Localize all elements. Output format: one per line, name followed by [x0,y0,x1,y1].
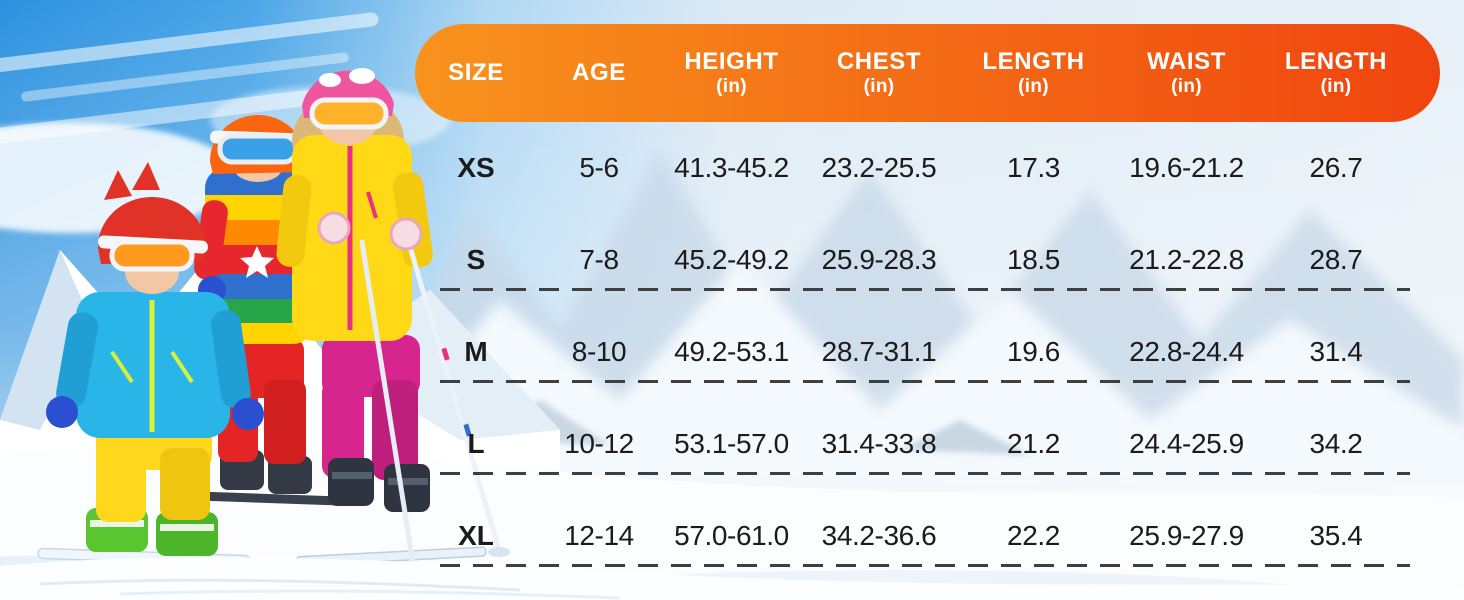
table-row-xs: XS 5-6 41.3-45.2 23.2-25.5 17.3 19.6-21.… [415,122,1440,214]
cell-length: 22.2 [1007,520,1060,551]
row-divider [440,564,1410,567]
cell-age: 8-10 [571,336,627,367]
mitten [232,398,264,430]
cell-size: M [464,336,488,367]
cell-length: 18.5 [1007,244,1060,275]
ski-goggles [217,133,299,165]
ski-pole [359,239,419,585]
cell-length: 21.2 [1007,428,1060,459]
header-cell-waist: WAIST (in) [1147,47,1226,98]
cell-length: 19.6 [1007,336,1060,367]
cell-chest: 31.4-33.8 [821,428,937,459]
cell-length2: 35.4 [1309,520,1363,551]
cell-height: 57.0-61.0 [674,520,789,551]
cell-waist: 24.4-25.9 [1129,428,1244,459]
size-chart: SIZE AGE HEIGHT (in) CHEST (in) LENGTH (in)… [415,24,1440,582]
ski-goggles [109,239,195,272]
size-chart-body: XS 5-6 41.3-45.2 23.2-25.5 17.3 19.6-21.… [415,122,1440,582]
cell-size: S [466,244,486,275]
row-divider [440,472,1410,475]
glove [389,217,423,251]
cell-age: 5-6 [579,152,619,183]
mitten [46,396,78,428]
table-row-s: S 7-8 45.2-49.2 25.9-28.3 18.5 21.2-22.8… [415,214,1440,306]
row-divider [440,380,1410,383]
cell-chest: 23.2-25.5 [821,152,937,183]
header-cell-height: HEIGHT (in) [684,47,779,98]
cell-size: XL [458,520,494,551]
header-cell-size: SIZE [448,59,504,87]
ski-pole [405,237,503,556]
cell-height: 49.2-53.1 [674,336,789,367]
header-cell-length2: LENGTH (in) [1284,47,1388,98]
table-row-l: L 10-12 53.1-57.0 31.4-33.8 21.2 24.4-25… [415,398,1440,490]
header-cell-age: AGE [572,59,626,87]
cell-size: XS [457,152,495,183]
cell-height: 53.1-57.0 [674,428,789,459]
cell-waist: 25.9-27.9 [1129,520,1244,551]
cell-chest: 25.9-28.3 [821,244,937,275]
cell-length2: 34.2 [1309,428,1363,459]
star-patch [240,246,274,278]
table-row-xl: XL 12-14 57.0-61.0 34.2-36.6 22.2 25.9-2… [415,490,1440,582]
header-cell-chest: CHEST (in) [836,47,922,98]
cell-length2: 31.4 [1309,336,1363,367]
glove [317,211,351,245]
pole-basket [488,547,510,557]
cell-size: L [467,428,485,459]
cell-waist: 21.2-22.8 [1129,244,1244,275]
cell-length: 17.3 [1007,152,1060,183]
cell-height: 45.2-49.2 [674,244,789,275]
row-divider [440,288,1410,291]
child-cyan-jacket [37,162,264,567]
header-cell-length: LENGTH (in) [982,47,1085,98]
cell-age: 12-14 [564,520,634,551]
size-chart-header: SIZE AGE HEIGHT (in) CHEST (in) LENGTH (in)… [415,24,1440,122]
cell-age: 10-12 [564,428,634,459]
cell-waist: 22.8-24.4 [1129,336,1244,367]
ski [198,491,344,506]
cell-length2: 26.7 [1309,152,1363,183]
cell-height: 41.3-45.2 [674,152,789,183]
cell-chest: 34.2-36.6 [821,520,937,551]
cell-length2: 28.7 [1309,244,1363,275]
cell-age: 7-8 [579,244,619,275]
table-row-m: M 8-10 49.2-53.1 28.7-31.1 19.6 22.8-24.… [415,306,1440,398]
boot [156,512,218,556]
cell-waist: 19.6-21.2 [1129,152,1244,183]
cell-chest: 28.7-31.1 [821,336,937,367]
ski-goggles [309,97,389,130]
foreground-snow [0,557,1464,600]
